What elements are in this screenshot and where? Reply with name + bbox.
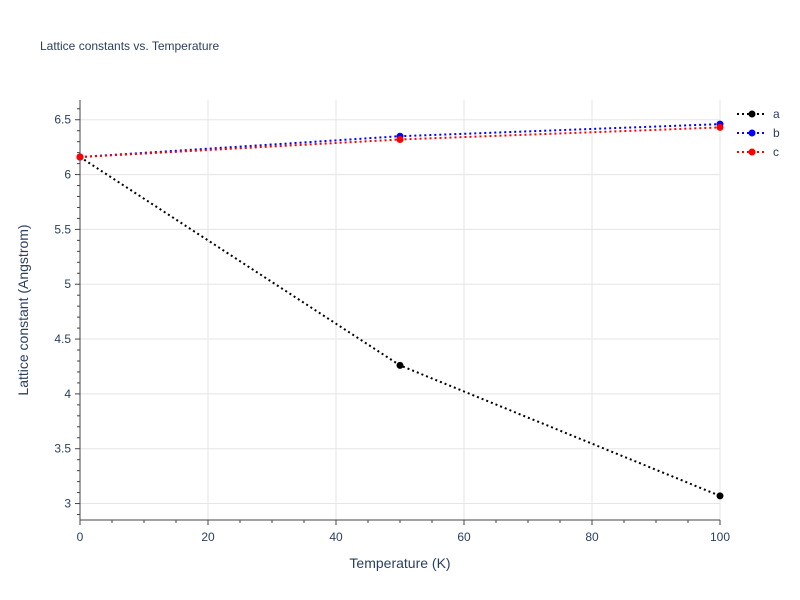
y-tick-label: 6.5 [54, 113, 71, 127]
y-tick-label: 4 [64, 387, 71, 401]
y-tick-label: 3.5 [54, 442, 71, 456]
legend-label: a [773, 107, 780, 121]
x-axis-title: Temperature (K) [349, 555, 450, 571]
series-line-a [79, 156, 721, 497]
grid [80, 100, 721, 520]
data-point-a[interactable] [396, 361, 404, 369]
series-layer [76, 120, 724, 500]
legend-item-c[interactable]: c [737, 145, 779, 159]
x-tick-label: 100 [710, 530, 730, 544]
x-tick-label: 80 [585, 530, 599, 544]
x-tick-label: 60 [457, 530, 471, 544]
y-tick-label: 6 [64, 168, 71, 182]
x-tick-label: 20 [201, 530, 215, 544]
data-point-c[interactable] [76, 153, 84, 161]
legend-marker [748, 110, 756, 118]
x-tick-label: 40 [329, 530, 343, 544]
y-tick-label: 3 [64, 497, 71, 511]
chart-title: Lattice constants vs. Temperature [40, 39, 220, 53]
data-point-a[interactable] [716, 492, 724, 500]
legend-label: b [773, 126, 780, 140]
legend[interactable]: abc [737, 107, 780, 159]
legend-marker [748, 148, 756, 156]
legend-item-a[interactable]: a [737, 107, 780, 121]
legend-item-b[interactable]: b [737, 126, 780, 140]
legend-marker [748, 129, 756, 137]
y-tick-label: 4.5 [54, 332, 71, 346]
x-tick-label: 0 [77, 530, 84, 544]
data-point-c[interactable] [396, 135, 404, 143]
legend-label: c [773, 145, 779, 159]
y-tick-label: 5 [64, 277, 71, 291]
axes: 0 20 40 60 80 100 3 3.5 4 4.5 5 5.5 6 6.5 [54, 100, 730, 544]
y-tick-label: 5.5 [54, 222, 71, 236]
data-point-c[interactable] [716, 123, 724, 131]
y-axis-title: Lattice constant (Angstrom) [15, 224, 31, 395]
